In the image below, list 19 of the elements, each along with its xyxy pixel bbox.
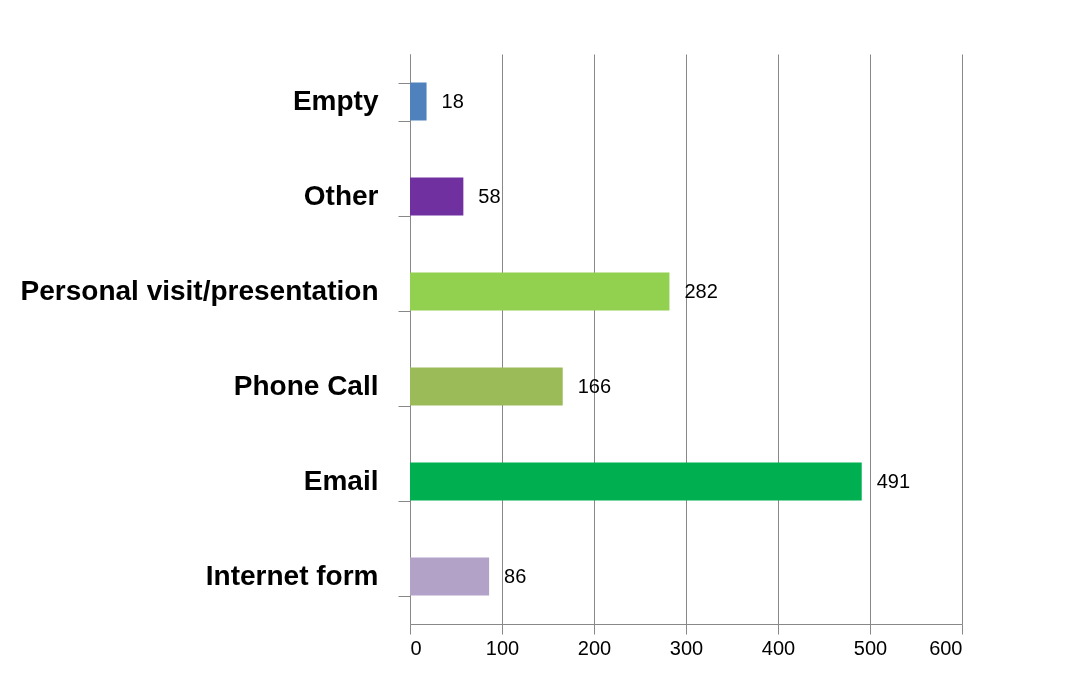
data-label: 282 bbox=[684, 279, 718, 302]
x-tick-label: 500 bbox=[853, 636, 888, 659]
y-tick-label: Personal visit/presentation bbox=[20, 275, 379, 306]
data-label: 18 bbox=[441, 89, 464, 112]
y-tick-label: Phone Call bbox=[233, 370, 379, 401]
data-label: 86 bbox=[504, 564, 527, 587]
x-tick-label: 200 bbox=[577, 636, 612, 659]
x-tick-label: 300 bbox=[669, 636, 704, 659]
x-tick-label: 400 bbox=[761, 636, 796, 659]
data-label: 491 bbox=[876, 469, 911, 492]
y-tick-label: Internet form bbox=[205, 560, 379, 591]
data-label: 58 bbox=[478, 184, 501, 207]
y-tick-label: Other bbox=[303, 180, 379, 211]
x-tick-label: 100 bbox=[485, 636, 520, 659]
x-tick-label: 0 bbox=[410, 636, 422, 659]
y-tick-label: Email bbox=[303, 465, 379, 496]
x-tick-label: 600 bbox=[929, 636, 963, 659]
y-tick-label: Empty bbox=[292, 85, 379, 116]
data-label: 166 bbox=[577, 374, 612, 397]
